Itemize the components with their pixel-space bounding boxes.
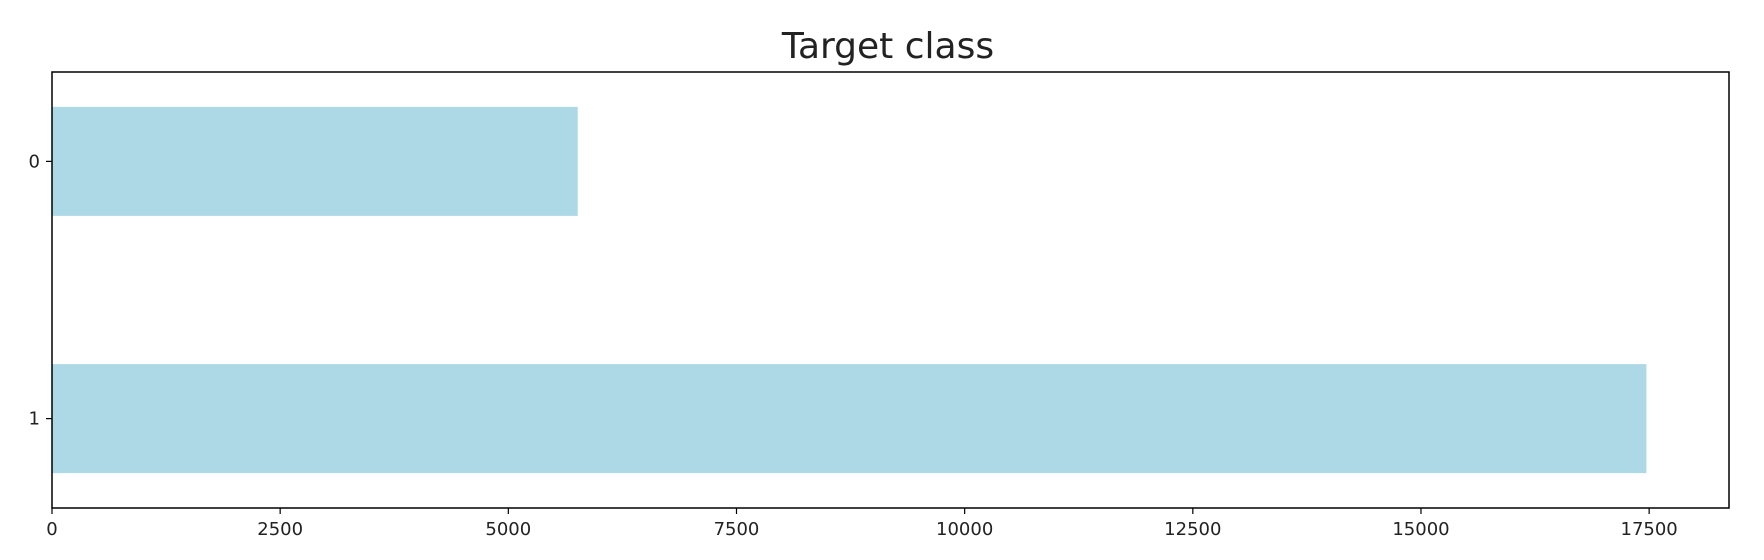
- x-tick-label: 0: [46, 519, 57, 540]
- x-axis: 0 2500 5000 7500 10000 12500 15000 17500: [46, 508, 1678, 540]
- y-axis: 01: [29, 151, 52, 430]
- chart-title: Target class: [781, 26, 994, 67]
- x-tick-label: 17500: [1621, 519, 1678, 540]
- x-tick-label: 2500: [257, 519, 303, 540]
- x-tick-label: 15000: [1392, 519, 1449, 540]
- plot-frame: [51, 71, 1730, 509]
- y-tick-label: 1: [29, 409, 40, 430]
- bar-1: [52, 364, 1647, 474]
- y-tick-label: 0: [29, 151, 40, 172]
- x-tick-label: 10000: [936, 519, 993, 540]
- x-tick-label: 12500: [1164, 519, 1221, 540]
- x-tick-label: 5000: [485, 519, 531, 540]
- x-tick-label: 7500: [714, 519, 760, 540]
- bar-0: [52, 106, 578, 216]
- bars-layer: [52, 106, 1647, 474]
